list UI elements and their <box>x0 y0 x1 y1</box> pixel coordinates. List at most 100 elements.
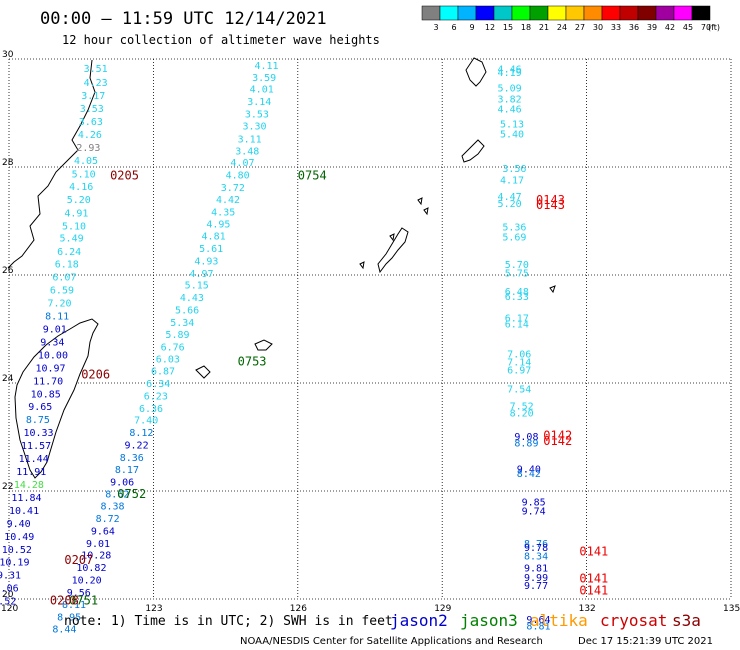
wave-height-value: 6.76 <box>161 342 185 353</box>
colorbar-label: 3 <box>433 23 438 32</box>
colorbar-swatch <box>529 5 549 21</box>
pass-time-label: 0143 <box>536 193 565 207</box>
wave-height-value: 4.97 <box>190 269 214 280</box>
y-tick-label: 22 <box>2 482 13 492</box>
wave-height-value: 5.09 <box>498 84 522 95</box>
wave-height-value: 4.35 <box>211 207 235 218</box>
colorbar-swatch <box>691 5 711 21</box>
wave-height-value: 5.36 <box>502 222 526 233</box>
colorbar-label: 70 <box>701 23 711 32</box>
wave-height-value: 7.54 <box>507 384 531 395</box>
wave-height-value: 5.40 <box>500 130 524 141</box>
wave-height-value: 4.43 <box>180 293 204 304</box>
colorbar-label: 45 <box>683 23 693 32</box>
colorbar-label: 36 <box>629 23 639 32</box>
pass-time-label: 0206 <box>81 367 110 381</box>
colorbar-label: 6 <box>451 23 456 32</box>
wave-height-value: 5.69 <box>502 233 526 244</box>
pass-time-label: 0142 <box>543 428 572 442</box>
wave-height-value: 9.34 <box>40 337 64 348</box>
pass-time-label: 0142 <box>543 434 572 448</box>
wave-height-value: 4.95 <box>206 220 230 231</box>
colorbar-swatch <box>565 5 585 21</box>
wave-height-value: 9.40 <box>517 464 541 475</box>
pass-time-label: 0205 <box>110 169 139 183</box>
colorbar-swatch <box>439 5 459 21</box>
x-tick-label: 120 <box>1 604 18 614</box>
wave-height-value: 8.42 <box>517 469 541 480</box>
amami-island <box>461 139 485 163</box>
colorbar-label: 30 <box>593 23 603 32</box>
x-tick-label: 132 <box>579 604 596 614</box>
wave-height-value: 9.08 <box>514 432 538 443</box>
wave-height-value: 11.84 <box>11 493 41 504</box>
wave-height-value: 6.14 <box>505 320 529 331</box>
wave-height-value: 5.70 <box>505 260 529 271</box>
wave-height-value: 6.17 <box>505 314 529 325</box>
colorbar-swatch <box>475 5 495 21</box>
wave-height-value: 8.38 <box>100 502 124 513</box>
wave-height-value: 6.18 <box>55 260 79 271</box>
wave-height-value: 9.31 <box>0 571 21 582</box>
kyushu-island <box>465 57 487 87</box>
footnote: note: 1) Time is in UTC; 2) SWH is in fe… <box>64 614 393 629</box>
wave-height-value: 8.12 <box>129 428 153 439</box>
pass-time-label: 0141 <box>579 583 608 597</box>
wave-height-value: 4.46 <box>498 65 522 76</box>
chart-title: 00:00 – 11:59 UTC 12/14/2021 <box>40 9 327 29</box>
wave-height-value: 7.40 <box>134 416 158 427</box>
y-tick-label: 28 <box>2 158 14 168</box>
wave-height-value: 7.52 <box>510 402 534 413</box>
wave-height-value: 6.36 <box>139 404 163 415</box>
wave-height-value: 8.20 <box>510 409 534 420</box>
wave-height-value: 5.15 <box>185 281 209 292</box>
colorbar-label: 18 <box>521 23 531 32</box>
pass-time-label: 0753 <box>238 354 267 368</box>
wave-height-value: 8.17 <box>115 465 139 476</box>
wave-height-value: 10.41 <box>9 506 39 517</box>
wave-height-value: 3.11 <box>238 134 262 145</box>
wave-height-value: 3.48 <box>235 146 259 157</box>
wave-height-value: 10.49 <box>4 532 34 543</box>
wave-height-value: 6.97 <box>507 366 531 377</box>
wave-height-value: 4.11 <box>254 61 278 72</box>
satellite-legend-altika: altika <box>530 611 588 630</box>
wave-height-value: 9.77 <box>524 581 548 592</box>
wave-height-value: 10.19 <box>0 558 29 569</box>
satellite-legend-jason3: jason3 <box>460 611 518 630</box>
colorbar-swatch <box>493 5 513 21</box>
wave-height-value: 3.14 <box>247 97 271 108</box>
wave-height-value: 3.53 <box>245 110 269 121</box>
wave-height-value: 8.95 <box>57 612 81 623</box>
wave-height-value: 11.91 <box>16 467 46 478</box>
wave-height-value: 8.81 <box>526 621 550 632</box>
wave-height-value: 8.72 <box>96 514 120 525</box>
colorbar-label: 15 <box>503 23 513 32</box>
wave-height-value: 6.07 <box>52 273 76 284</box>
colorbar-unit: (ft) <box>708 23 720 32</box>
wave-height-value: 11.70 <box>33 376 63 387</box>
pass-time-label: 0141 <box>579 544 608 558</box>
map-grid: 120 123 126 129 132 135 20 22 24 26 28 30 <box>1 50 740 614</box>
wave-height-value: 3.30 <box>242 121 266 132</box>
land-outlines <box>7 57 556 479</box>
wave-height-value: 4.05 <box>74 156 98 167</box>
colorbar-label: 39 <box>647 23 657 32</box>
wave-height-value: 3.59 <box>252 73 276 84</box>
x-tick-label: 123 <box>145 604 162 614</box>
wave-height-value: 9.56 <box>67 588 91 599</box>
colorbar-label: 21 <box>539 23 549 32</box>
wave-height-value: 5.20 <box>67 195 91 206</box>
wave-height-value: 8.62 <box>105 490 129 501</box>
wave-height-value: 7.14 <box>507 357 531 368</box>
colorbar-label: 9 <box>469 23 474 32</box>
wave-height-labels: 3.51 4.23 3.17 3.53 3.63 4.26 2.93 4.05 5.10 4.16… <box>0 61 551 636</box>
wave-height-value: 3.17 <box>81 91 105 102</box>
wave-height-value: 3.53 <box>80 104 104 115</box>
pass-time-label: 0207 <box>64 553 93 567</box>
wave-height-value: 8.34 <box>524 551 548 562</box>
wave-height-value: 14.28 <box>14 480 44 491</box>
wave-height-value: 4.47 <box>498 192 522 203</box>
